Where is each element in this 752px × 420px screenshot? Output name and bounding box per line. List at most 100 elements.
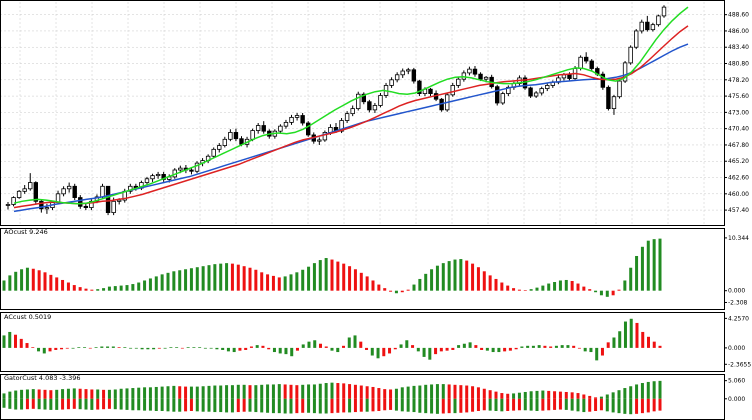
aocust-bar	[43, 272, 47, 291]
gatorcust-bar	[453, 398, 457, 414]
aocust-bar	[394, 290, 398, 294]
gatorcust-bar	[66, 398, 70, 410]
gatorcust-bar	[652, 398, 656, 412]
aocust-bar	[500, 282, 504, 291]
accust-bar	[428, 347, 432, 360]
gatorcust-bar	[582, 394, 586, 399]
gatorcust-bar	[195, 386, 199, 399]
accust-bar	[606, 342, 610, 348]
gatorcust-bar	[599, 396, 603, 399]
accust-bar	[77, 347, 81, 348]
y-tick-label: 0.000	[728, 345, 745, 352]
candle-down	[78, 197, 83, 207]
aocust-bar	[166, 272, 170, 291]
gatorcust-bar	[400, 398, 404, 412]
accust-bar	[272, 347, 276, 353]
gatorcust-bar	[254, 398, 258, 413]
candle-up	[44, 207, 50, 210]
aocust-bar	[412, 284, 416, 291]
gatorcust-bar	[318, 398, 322, 414]
accust-bar	[330, 347, 334, 351]
aocust-bar	[517, 289, 521, 291]
gatorcust-bar	[412, 385, 416, 399]
accust-bar	[60, 347, 64, 350]
candle-up	[217, 145, 222, 150]
gatorcust-bar	[517, 398, 521, 411]
gatorcust-bar	[113, 389, 117, 399]
aocust-bar	[78, 287, 82, 291]
accust-bar	[117, 347, 121, 348]
aocust-bar	[646, 240, 650, 291]
gatorcust-bar	[119, 388, 123, 399]
candle-up	[194, 162, 200, 172]
candle-down	[39, 200, 44, 210]
gatorcust-bar	[476, 398, 480, 411]
gatorcust-bar	[107, 389, 111, 399]
gatorcust-bar	[541, 398, 545, 411]
candle-up	[116, 199, 122, 202]
gatorcust-bar	[635, 398, 639, 414]
gatorcust-bar	[289, 384, 293, 399]
aocust-bar	[471, 263, 475, 291]
gatorcust-bar	[553, 398, 557, 410]
aocust-bar	[506, 285, 510, 291]
gatorcust-bar	[324, 398, 328, 414]
aocust-bar	[283, 276, 287, 291]
gatorcust-bar	[558, 398, 562, 410]
accust-bar	[215, 347, 219, 350]
candle-down	[361, 93, 366, 103]
accust-bar	[71, 347, 75, 349]
aocust-bar	[37, 270, 41, 291]
gatorcust-bar	[447, 384, 451, 399]
gatorcust-bar	[295, 385, 299, 399]
grid	[0, 2, 724, 224]
candle-up	[634, 30, 639, 48]
accust-bar	[405, 340, 409, 348]
aocust-bar	[353, 269, 357, 291]
gatorcust-bar	[242, 384, 246, 399]
candle-down	[233, 132, 239, 140]
gatorcust-bar	[570, 398, 574, 411]
aocust-bar	[623, 280, 627, 291]
gatorcust-bar	[84, 389, 88, 399]
gatorcust-bar	[418, 398, 422, 413]
aocust-bar	[125, 285, 129, 291]
accust-bar	[238, 347, 242, 351]
aocust-bar	[178, 270, 182, 291]
gatorcust-bar	[207, 385, 211, 399]
aocust-bar	[289, 274, 293, 291]
accust-bar	[497, 347, 501, 353]
gatorcust-bar	[547, 390, 551, 399]
gatorcust-bar	[219, 385, 223, 399]
gatorcust-bar	[523, 391, 527, 399]
gatorcust-bar	[400, 387, 404, 399]
accust-bar	[589, 347, 593, 353]
accust-bar	[157, 347, 161, 349]
gatorcust-bar	[359, 398, 363, 412]
gatorcust-bar	[295, 398, 299, 414]
candle-up	[16, 190, 22, 198]
gatorcust-bar	[78, 398, 82, 410]
gatorcust-bar	[342, 398, 346, 413]
accust-bar	[295, 347, 299, 351]
candle-down	[600, 73, 606, 88]
gatorcust-bar	[336, 383, 340, 399]
accust-bar	[485, 347, 489, 351]
accust-bar	[169, 347, 173, 348]
gatorcust-bar	[266, 384, 270, 399]
accust-bar	[267, 347, 271, 350]
gatorcust-bar	[84, 398, 88, 410]
accust-bar	[531, 345, 535, 348]
gatorcust-bar	[72, 398, 76, 409]
aocust-bar	[342, 263, 346, 291]
aocust-bar	[658, 238, 662, 291]
gatorcust-bar	[330, 382, 334, 399]
aocust-bar	[318, 260, 322, 291]
gatorcust-bar	[184, 398, 188, 412]
gatorcust-bar	[14, 390, 18, 399]
accust-bar	[8, 331, 12, 348]
aocust-bar	[605, 290, 609, 297]
gatorcust-bar	[336, 398, 340, 413]
gatorcust-bar	[535, 390, 539, 399]
